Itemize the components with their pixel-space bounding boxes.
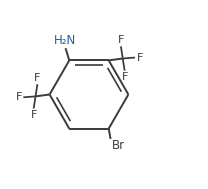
- Text: F: F: [30, 109, 37, 119]
- Text: F: F: [121, 72, 128, 82]
- Text: Br: Br: [111, 139, 125, 152]
- Text: F: F: [118, 35, 124, 45]
- Text: H₂N: H₂N: [53, 34, 76, 47]
- Text: F: F: [136, 53, 143, 63]
- Text: F: F: [34, 73, 41, 83]
- Text: F: F: [15, 92, 22, 102]
